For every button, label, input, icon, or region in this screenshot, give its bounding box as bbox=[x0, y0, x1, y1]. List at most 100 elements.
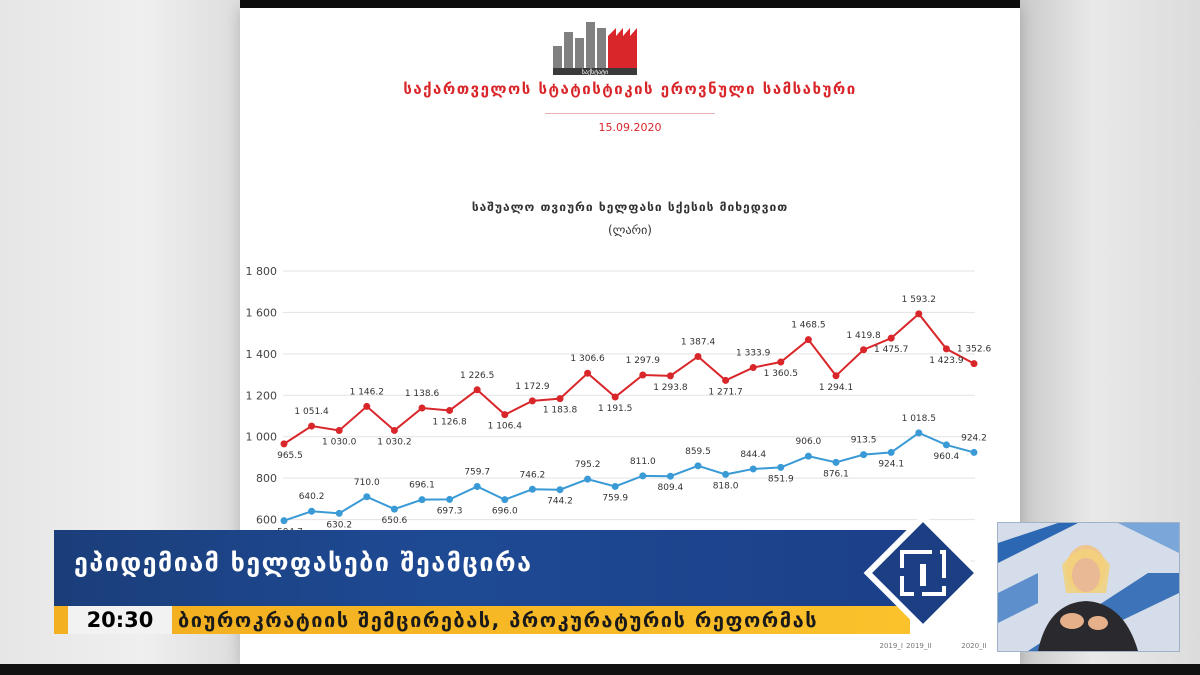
data-label: 1 423.9 bbox=[929, 356, 964, 366]
data-point bbox=[363, 493, 371, 501]
data-label: 1 271.7 bbox=[708, 387, 742, 397]
data-label: 630.2 bbox=[326, 520, 352, 530]
data-point bbox=[887, 334, 895, 342]
data-label: 759.9 bbox=[602, 493, 628, 503]
data-label: 1 018.5 bbox=[902, 414, 936, 424]
data-label: 924.2 bbox=[961, 433, 987, 443]
data-point bbox=[308, 422, 316, 430]
data-point bbox=[804, 452, 812, 460]
data-point bbox=[832, 372, 840, 380]
data-label: 1 183.8 bbox=[543, 406, 578, 416]
data-point bbox=[666, 472, 674, 480]
data-point bbox=[501, 411, 509, 419]
data-point bbox=[915, 429, 923, 437]
data-point bbox=[363, 402, 371, 410]
data-label: 859.5 bbox=[685, 447, 711, 457]
data-label: 746.2 bbox=[520, 470, 546, 480]
data-label: 1 593.2 bbox=[902, 295, 936, 305]
data-label: 811.0 bbox=[630, 457, 656, 467]
data-point bbox=[528, 397, 536, 405]
data-point bbox=[556, 486, 564, 494]
data-point bbox=[446, 495, 454, 503]
data-point bbox=[804, 336, 812, 344]
data-point bbox=[942, 345, 950, 353]
data-point bbox=[390, 505, 398, 513]
data-point bbox=[556, 395, 564, 403]
data-label: 1 138.6 bbox=[405, 389, 440, 399]
chart-title: საშუალო თვიური ხელფასი სქესის მიხედვით bbox=[471, 200, 789, 214]
data-label: 710.0 bbox=[354, 478, 380, 488]
data-point bbox=[584, 475, 592, 483]
data-point bbox=[832, 458, 840, 466]
data-label: 876.1 bbox=[823, 469, 849, 479]
data-point bbox=[446, 406, 454, 414]
data-label: 1 030.0 bbox=[322, 438, 357, 448]
x-tick-label: 2019_I bbox=[880, 642, 903, 650]
data-point bbox=[777, 358, 785, 366]
data-label: 1 172.9 bbox=[515, 382, 550, 392]
data-label: 809.4 bbox=[658, 483, 684, 493]
data-label: 1 387.4 bbox=[681, 337, 716, 347]
data-point bbox=[390, 426, 398, 434]
organization-title: საქართველოს სტატისტიკის ეროვნული სამსახუ… bbox=[403, 80, 857, 98]
data-point bbox=[860, 346, 868, 354]
data-label: 1 293.8 bbox=[653, 383, 688, 393]
data-point bbox=[639, 371, 647, 379]
data-point bbox=[694, 352, 702, 360]
data-label: 1 191.5 bbox=[598, 404, 632, 414]
data-point bbox=[942, 441, 950, 449]
data-point bbox=[418, 496, 426, 504]
data-label: 1 030.2 bbox=[377, 437, 411, 447]
data-point bbox=[722, 470, 730, 478]
data-point bbox=[280, 517, 288, 525]
data-label: 744.2 bbox=[547, 497, 573, 507]
logo-wordmark: საქსტატი bbox=[582, 69, 608, 76]
data-point bbox=[694, 462, 702, 470]
data-point bbox=[722, 376, 730, 384]
data-point bbox=[335, 509, 343, 517]
data-label: 1 419.8 bbox=[846, 331, 881, 341]
x-tick-label: 2019_II bbox=[906, 642, 931, 650]
data-point bbox=[280, 440, 288, 448]
chart-unit: (ლარი) bbox=[608, 223, 652, 237]
series-line bbox=[283, 312, 975, 445]
data-label: 906.0 bbox=[796, 437, 822, 447]
data-point bbox=[501, 496, 509, 504]
data-label: 696.0 bbox=[492, 507, 518, 517]
data-label: 1 306.6 bbox=[570, 354, 605, 364]
x-tick-label: 2020_II bbox=[961, 642, 986, 650]
data-point bbox=[666, 372, 674, 380]
data-point bbox=[473, 482, 481, 490]
data-point bbox=[473, 386, 481, 394]
data-label: 1 126.8 bbox=[432, 417, 467, 427]
data-label: 1 360.5 bbox=[764, 369, 798, 379]
data-label: 1 333.9 bbox=[736, 349, 771, 359]
y-tick-label: 1 800 bbox=[246, 265, 278, 278]
data-label: 1 106.4 bbox=[488, 422, 523, 432]
data-label: 913.5 bbox=[851, 436, 877, 446]
data-label: 696.1 bbox=[409, 481, 435, 491]
series-line bbox=[283, 431, 975, 522]
ticker-text-container: ბიუროკრატიის შემცირებას, პროკურატურის რე… bbox=[172, 606, 910, 634]
top-letterbox bbox=[0, 0, 1200, 8]
data-point bbox=[418, 404, 426, 412]
data-label: 960.4 bbox=[934, 452, 960, 462]
data-label: 640.2 bbox=[299, 492, 325, 502]
data-label: 650.6 bbox=[382, 516, 408, 526]
data-label: 1 475.7 bbox=[874, 345, 908, 355]
data-label: 844.4 bbox=[740, 450, 766, 460]
ticker-text: ბიუროკრატიის შემცირებას, პროკურატურის რე… bbox=[178, 608, 819, 632]
data-point bbox=[887, 448, 895, 456]
ticker-clock: 20:30 bbox=[68, 606, 172, 634]
data-label: 965.5 bbox=[277, 451, 303, 461]
data-point bbox=[749, 465, 757, 473]
data-point bbox=[639, 472, 647, 480]
data-label: 795.2 bbox=[575, 460, 601, 470]
y-tick-label: 1 400 bbox=[246, 348, 278, 361]
geostat-logo: საქსტატი bbox=[553, 22, 637, 76]
data-label: 1 352.6 bbox=[957, 345, 992, 355]
data-label: 851.9 bbox=[768, 474, 794, 484]
date-divider bbox=[545, 113, 715, 114]
slide-date: 15.09.2020 bbox=[598, 121, 662, 134]
data-label: 1 146.2 bbox=[350, 387, 384, 397]
